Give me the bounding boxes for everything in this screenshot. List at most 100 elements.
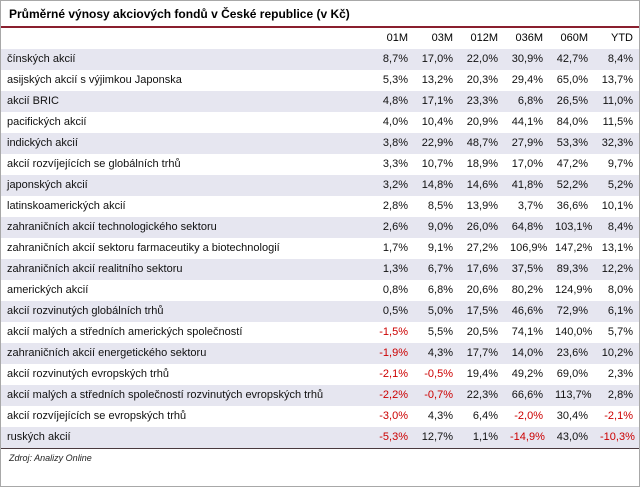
value-cell: 11,0% xyxy=(602,95,633,107)
value-cell: 5,0% xyxy=(427,305,453,317)
value-cell: 32,3% xyxy=(601,137,633,149)
value-cell: 9,0% xyxy=(427,221,453,233)
column-header-ytd: YTD xyxy=(611,32,633,44)
page-title: Průměrné výnosy akciových fondů v České … xyxy=(9,7,350,21)
value-cell: 147,2% xyxy=(555,242,593,254)
row-label: akcií BRIC xyxy=(7,95,59,107)
value-cell: 6,8% xyxy=(517,95,543,107)
table-row: akcií rozvíjejících se evropských trhů -3… xyxy=(1,406,639,427)
column-header-03m: 03M xyxy=(431,32,453,44)
value-cell: 11,5% xyxy=(602,116,633,128)
value-cell: -2,0% xyxy=(514,410,543,422)
value-cell: 65,0% xyxy=(556,74,588,86)
value-cell: 80,2% xyxy=(511,284,543,296)
value-cell: 22,9% xyxy=(421,137,453,149)
table-row: zahraničních akcií energetického sektoru… xyxy=(1,343,639,364)
value-cell: 22,3% xyxy=(466,389,498,401)
value-cell: 10,4% xyxy=(421,116,453,128)
value-cell: 13,1% xyxy=(601,242,633,254)
value-cell: -1,9% xyxy=(379,347,408,359)
value-cell: 14,8% xyxy=(421,179,453,191)
table-row: akcií BRIC 4,8% 17,1% 23,3% 6,8% 26,5% 11,0% xyxy=(1,91,639,112)
value-cell: 14,0% xyxy=(511,347,543,359)
value-cell: 9,7% xyxy=(607,158,633,170)
value-cell: 8,5% xyxy=(427,200,453,212)
returns-table: 01M 03M 012M 036M 060M YTD čínských akcií 8,7%… xyxy=(1,28,639,448)
value-cell: -5,3% xyxy=(379,431,408,443)
column-header-060m: 060M xyxy=(560,32,588,44)
row-label: japonských akcií xyxy=(7,179,88,191)
value-cell: 42,7% xyxy=(556,53,588,65)
value-cell: 12,7% xyxy=(421,431,453,443)
row-label: amerických akcií xyxy=(7,284,89,296)
row-label: asijských akcií s výjimkou Japonska xyxy=(7,74,182,86)
value-cell: 3,2% xyxy=(382,179,408,191)
value-cell: 106,9% xyxy=(510,242,548,254)
value-cell: 4,8% xyxy=(382,95,408,107)
value-cell: 17,0% xyxy=(511,158,543,170)
row-label: akcií rozvíjejících se evropských trhů xyxy=(7,410,187,422)
row-label: akcií rozvíjejících se globálních trhů xyxy=(7,158,181,170)
value-cell: 6,4% xyxy=(472,410,498,422)
value-cell: 2,8% xyxy=(607,389,633,401)
table-row: amerických akcií 0,8% 6,8% 20,6% 80,2% 124,9%… xyxy=(1,280,639,301)
table-row: zahraničních akcií technologického sekto… xyxy=(1,217,639,238)
value-cell: 37,5% xyxy=(511,263,543,275)
value-cell: 52,2% xyxy=(556,179,588,191)
value-cell: 17,7% xyxy=(466,347,498,359)
value-cell: 17,6% xyxy=(466,263,498,275)
table-row: čínských akcií 8,7% 17,0% 22,0% 30,9% 42,7% 8,… xyxy=(1,49,639,70)
value-cell: 1,3% xyxy=(382,263,408,275)
value-cell: 13,9% xyxy=(466,200,498,212)
table-row: zahraničních akcií sektoru farmaceutiky … xyxy=(1,238,639,259)
value-cell: 103,1% xyxy=(555,221,593,233)
value-cell: 74,1% xyxy=(511,326,543,338)
row-label: akcií malých a středních amerických spol… xyxy=(7,326,243,338)
value-cell: 66,6% xyxy=(511,389,543,401)
table-row: akcií rozvinutých globálních trhů 0,5% 5,0… xyxy=(1,301,639,322)
value-cell: 29,4% xyxy=(511,74,543,86)
value-cell: 48,7% xyxy=(466,137,498,149)
value-cell: 5,3% xyxy=(382,74,408,86)
value-cell: 36,6% xyxy=(556,200,588,212)
value-cell: 9,1% xyxy=(427,242,453,254)
value-cell: 1,1% xyxy=(472,431,498,443)
value-cell: 8,4% xyxy=(607,53,633,65)
column-header-012m: 012M xyxy=(470,32,498,44)
value-cell: 3,8% xyxy=(382,137,408,149)
value-cell: 17,1% xyxy=(421,95,453,107)
value-cell: 8,4% xyxy=(607,221,633,233)
value-cell: 23,3% xyxy=(466,95,498,107)
value-cell: 44,1% xyxy=(511,116,543,128)
table-head: 01M 03M 012M 036M 060M YTD xyxy=(1,28,639,49)
column-header-01m: 01M xyxy=(386,32,408,44)
value-cell: 26,5% xyxy=(556,95,588,107)
value-cell: 8,0% xyxy=(607,284,633,296)
source-note: Zdroj: Analizy Online xyxy=(9,453,92,463)
value-cell: -2,1% xyxy=(604,410,633,422)
row-label: akcií rozvinutých evropských trhů xyxy=(7,368,170,380)
row-label: ruských akcií xyxy=(7,431,71,443)
value-cell: 43,0% xyxy=(556,431,588,443)
value-cell: 124,9% xyxy=(555,284,593,296)
table-body: čínských akcií 8,7% 17,0% 22,0% 30,9% 42,7% 8,… xyxy=(1,49,639,448)
value-cell: 41,8% xyxy=(511,179,543,191)
value-cell: 20,6% xyxy=(466,284,498,296)
value-cell: -2,1% xyxy=(379,368,408,380)
row-label: pacifických akcií xyxy=(7,116,87,128)
value-cell: 6,7% xyxy=(427,263,453,275)
value-cell: 17,0% xyxy=(421,53,453,65)
value-cell: 8,7% xyxy=(382,53,408,65)
value-cell: 3,7% xyxy=(517,200,543,212)
value-cell: 26,0% xyxy=(466,221,498,233)
value-cell: 18,9% xyxy=(466,158,498,170)
row-label: zahraničních akcií realitního sektoru xyxy=(7,263,183,275)
value-cell: 113,7% xyxy=(555,389,592,401)
footer-divider xyxy=(1,448,639,449)
value-cell: 17,5% xyxy=(466,305,498,317)
row-label: indických akcií xyxy=(7,137,78,149)
title-divider xyxy=(1,26,639,28)
value-cell: 10,1% xyxy=(601,200,633,212)
value-cell: -10,3% xyxy=(600,431,635,443)
